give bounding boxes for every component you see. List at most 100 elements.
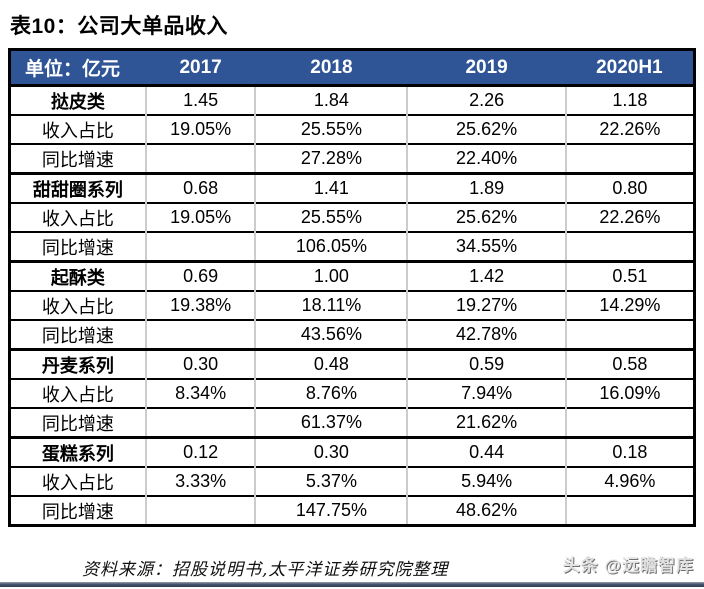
share-cell: 8.34%: [144, 378, 256, 408]
row-label-growth: 同比增速: [9, 407, 146, 438]
growth-cell: 27.28%: [254, 143, 408, 174]
bottom-divider-bar: [0, 582, 704, 587]
category-label: 丹麦系列: [9, 348, 146, 379]
category-label: 蛋糕系列: [9, 436, 146, 467]
growth-cell: [564, 143, 695, 174]
growth-cell: [564, 407, 695, 438]
growth-cell: [144, 407, 256, 438]
growth-cell: [144, 495, 256, 526]
row-label-share: 收入占比: [9, 466, 146, 496]
share-cell: 25.62%: [406, 202, 566, 232]
table-row-growth: 同比增速 106.05% 34.55%: [9, 231, 695, 262]
source-note: 资料来源：招股说明书,太平洋证券研究院整理: [82, 560, 449, 580]
growth-cell: [564, 319, 695, 350]
share-cell: 22.26%: [564, 114, 695, 144]
table-row-share: 收入占比 19.05% 25.55% 25.62% 22.26%: [9, 114, 695, 144]
table-row-growth: 同比增速 61.37% 21.62%: [9, 407, 695, 438]
share-cell: 22.26%: [564, 202, 695, 232]
revenue-cell: 0.69: [144, 260, 256, 291]
row-label-growth: 同比增速: [9, 231, 146, 262]
revenue-cell: 1.45: [144, 84, 256, 115]
revenue-cell: 0.12: [144, 436, 256, 467]
revenue-cell: 0.30: [144, 348, 256, 379]
share-cell: 5.37%: [254, 466, 408, 496]
revenue-cell: 0.18: [564, 436, 695, 467]
growth-cell: 21.62%: [406, 407, 566, 438]
share-cell: 19.05%: [144, 114, 256, 144]
category-label: 起酥类: [9, 260, 146, 291]
table-row-share: 收入占比 19.05% 25.55% 25.62% 22.26%: [9, 202, 695, 232]
column-header-unit: 单位：亿元: [9, 49, 146, 86]
share-cell: 25.62%: [406, 114, 566, 144]
row-label-growth: 同比增速: [9, 143, 146, 174]
table-row-growth: 同比增速 27.28% 22.40%: [9, 143, 695, 174]
share-cell: 8.76%: [254, 378, 408, 408]
share-cell: 14.29%: [564, 290, 695, 320]
column-header-2018: 2018: [255, 49, 408, 86]
growth-cell: [144, 143, 256, 174]
page-title: 表10：公司大单品收入: [10, 15, 228, 38]
table-row-share: 收入占比 3.33% 5.37% 5.94% 4.96%: [9, 466, 695, 496]
share-cell: 5.94%: [406, 466, 566, 496]
revenue-cell: 0.80: [564, 172, 695, 203]
revenue-cell: 0.30: [254, 436, 408, 467]
column-header-2019: 2019: [407, 49, 566, 86]
share-cell: 25.55%: [254, 202, 408, 232]
growth-cell: 34.55%: [406, 231, 566, 262]
toutiao-watermark: 头条 @远瞻智库: [562, 556, 694, 575]
header-row: 单位：亿元 2017 2018 2019 2020H1: [9, 49, 695, 86]
table-row-share: 收入占比 8.34% 8.76% 7.94% 16.09%: [9, 378, 695, 408]
row-label-share: 收入占比: [9, 202, 146, 232]
table-row-share: 收入占比 19.38% 18.11% 19.27% 14.29%: [9, 290, 695, 320]
revenue-cell: 0.51: [564, 260, 695, 291]
table-row-category: 挞皮类 1.45 1.84 2.26 1.18: [9, 84, 695, 115]
revenue-cell: 0.68: [144, 172, 256, 203]
revenue-cell: 1.18: [564, 84, 695, 115]
table-row-category: 甜甜圈系列 0.68 1.41 1.89 0.80: [9, 172, 695, 203]
revenue-cell: 1.89: [406, 172, 566, 203]
growth-cell: 61.37%: [254, 407, 408, 438]
revenue-cell: 1.00: [254, 260, 408, 291]
growth-cell: [144, 231, 256, 262]
revenue-cell: 0.58: [564, 348, 695, 379]
share-cell: 4.96%: [564, 466, 695, 496]
revenue-cell: 0.59: [406, 348, 566, 379]
share-cell: 3.33%: [144, 466, 256, 496]
growth-cell: [564, 231, 695, 262]
revenue-cell: 2.26: [406, 84, 566, 115]
column-header-2017: 2017: [145, 49, 256, 86]
growth-cell: 147.75%: [254, 495, 408, 526]
growth-cell: 106.05%: [254, 231, 408, 262]
growth-cell: 42.78%: [406, 319, 566, 350]
row-label-share: 收入占比: [9, 290, 146, 320]
table-row-category: 起酥类 0.69 1.00 1.42 0.51: [9, 260, 695, 291]
share-cell: 19.38%: [144, 290, 256, 320]
table-row-growth: 同比增速 147.75% 48.62%: [9, 495, 695, 526]
row-label-share: 收入占比: [9, 378, 146, 408]
share-cell: 19.05%: [144, 202, 256, 232]
row-label-share: 收入占比: [9, 114, 146, 144]
revenue-cell: 0.44: [406, 436, 566, 467]
share-cell: 25.55%: [254, 114, 408, 144]
category-label: 挞皮类: [9, 84, 146, 115]
growth-cell: [564, 495, 695, 526]
share-cell: 16.09%: [564, 378, 695, 408]
category-label: 甜甜圈系列: [9, 172, 146, 203]
growth-cell: [144, 319, 256, 350]
revenue-cell: 0.48: [254, 348, 408, 379]
row-label-growth: 同比增速: [9, 495, 146, 526]
revenue-cell: 1.41: [254, 172, 408, 203]
revenue-cell: 1.84: [254, 84, 408, 115]
share-cell: 18.11%: [254, 290, 408, 320]
row-label-growth: 同比增速: [9, 319, 146, 350]
share-cell: 19.27%: [406, 290, 566, 320]
column-header-2020h1: 2020H1: [565, 49, 695, 86]
table-row-category: 丹麦系列 0.30 0.48 0.59 0.58: [9, 348, 695, 379]
table-row-category: 蛋糕系列 0.12 0.30 0.44 0.18: [9, 436, 695, 467]
big-item-revenue-table: 单位：亿元 2017 2018 2019 2020H1 挞皮类 1.45 1.8…: [8, 48, 696, 527]
share-cell: 7.94%: [406, 378, 566, 408]
growth-cell: 48.62%: [406, 495, 566, 526]
table-row-growth: 同比增速 43.56% 42.78%: [9, 319, 695, 350]
growth-cell: 43.56%: [254, 319, 408, 350]
